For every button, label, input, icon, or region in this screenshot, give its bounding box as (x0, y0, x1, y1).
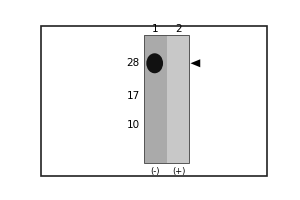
Bar (145, 35, 166, 163)
Polygon shape (190, 59, 200, 67)
Ellipse shape (146, 53, 163, 73)
Text: 2: 2 (176, 24, 182, 34)
Bar (145, 35, 189, 163)
FancyBboxPatch shape (41, 26, 266, 176)
Text: 1: 1 (152, 24, 158, 34)
Text: 17: 17 (127, 91, 140, 101)
Text: 28: 28 (127, 58, 140, 68)
Text: 10: 10 (127, 120, 140, 130)
Text: (-): (-) (150, 167, 159, 176)
Text: (+): (+) (172, 167, 185, 176)
Bar (167, 35, 189, 163)
